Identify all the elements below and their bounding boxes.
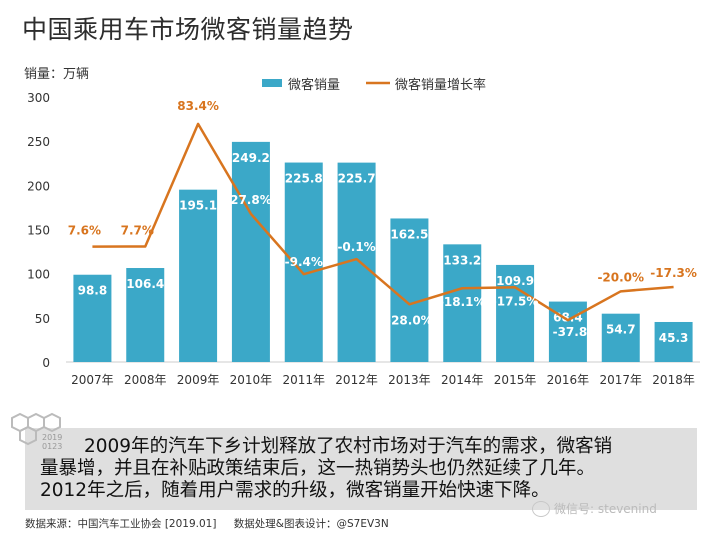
growth-value-label: -9.4% [285,255,323,269]
wechat-id: 微信号: stevenind [554,502,657,516]
x-tick-label: 2010年 [230,373,273,387]
x-tick-label: 2014年 [441,373,484,387]
bar-value-label: 106.4 [126,277,164,291]
bar [284,162,323,362]
bar-value-label: 109.9 [496,274,534,288]
y-tick-label: 150 [27,224,50,238]
y-tick-label: 200 [27,179,50,193]
growth-value-label: -18.1% [439,295,486,309]
growth-line [92,122,674,322]
wechat-icon [532,500,550,517]
y-tick-label: 50 [35,312,50,326]
x-tick-label: 2018年 [652,373,695,387]
growth-value-label: -37.8% [553,325,600,339]
growth-value-label: -20.0% [597,270,644,284]
caption-line-2: 量暴增，并且在补贴政策结束后，这一热销势头也仍然延续了几年。 [40,458,596,479]
chart-title: 中国乘用车市场微客销量趋势 [22,15,354,44]
bar [179,189,218,362]
y-tick-label: 300 [27,91,50,105]
bar [601,313,640,362]
bar-value-label: 225.7 [338,172,376,186]
y-axis-label: 销量：万辆 [24,67,89,82]
y-tick-label: 0 [42,356,50,370]
legend-line-label: 微客销量增长率 [395,77,486,93]
x-tick-label: 2009年 [177,373,220,387]
bar-value-label: 45.3 [659,331,689,345]
x-tick-label: 2008年 [124,373,167,387]
footer-source: 数据来源：中国汽车工业协会 [2019.01] [25,518,217,530]
y-tick-label: 250 [27,135,50,149]
growth-value-label: -28.0% [386,313,433,327]
bar-value-label: 195.1 [179,199,217,213]
chart: 销量：万辆 0 50 100 150 200 250 300 微客销量 微客销量增长率 98.8 10… [24,67,700,387]
growth-value-label: 83.4% [177,99,219,113]
y-tick-label: 100 [27,268,50,282]
bar [390,218,429,362]
bar-value-label: 249.2 [232,151,270,165]
footer-design: 数据处理&图表设计：@S7EV3N [233,518,389,530]
growth-value-label: -17.5% [492,294,539,308]
growth-value-label: 7.7% [121,223,154,237]
logo-year: 2019 [42,433,62,442]
logo-icon: 2019 0123 [11,412,62,450]
footer: 数据来源：中国汽车工业协会 [2019.01] 数据处理&图表设计：@S7EV3… [25,516,403,531]
x-tick-label: 2011年 [282,373,325,387]
x-tick-label: 2013年 [388,373,431,387]
legend-bar-label: 微客销量 [288,77,340,93]
growth-value-label: 7.6% [68,224,101,238]
bar [231,141,270,362]
logo-date: 0123 [42,442,62,450]
bar-value-label: 98.8 [78,284,108,298]
legend-bar-swatch [262,79,282,87]
x-tick-label: 2016年 [547,373,590,387]
caption-box [25,428,697,510]
caption-line-1: 2009年的汽车下乡计划释放了农村市场对于汽车的需求，微客销 [84,436,613,457]
bar-value-label: 133.2 [443,253,481,267]
x-tick-label: 2015年 [494,373,537,387]
growth-value-label: 27.8% [230,193,272,207]
bar [654,321,693,362]
growth-value-label: -17.3% [650,266,697,280]
x-tick-label: 2017年 [599,373,642,387]
bar-value-label: 54.7 [606,323,636,337]
bar [73,274,112,362]
bar [443,244,482,362]
x-tick-label: 2007年 [71,373,114,387]
caption-text: 2009年的汽车下乡计划释放了农村市场对于汽车的需求，微客销 量暴增，并且在补贴… [40,436,700,502]
wechat-watermark: 微信号: stevenind [532,500,657,517]
bar [126,268,165,362]
caption-line-3: 2012年之后，随着用户需求的升级，微客销量开始快速下降。 [40,480,550,501]
bar-value-label: 162.5 [390,227,428,241]
growth-value-label: -0.1% [337,240,375,254]
bar-value-label: 225.8 [285,172,323,186]
x-tick-label: 2012年 [335,373,378,387]
bar [496,264,535,362]
